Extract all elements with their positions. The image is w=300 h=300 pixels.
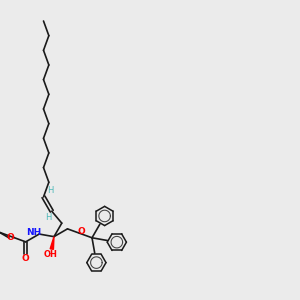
Text: H: H [47,186,53,195]
Text: O: O [22,254,30,263]
Text: O: O [6,233,14,242]
Text: O: O [78,227,85,236]
Text: NH: NH [26,228,41,237]
Polygon shape [50,237,54,249]
Text: H: H [46,213,52,222]
Text: OH: OH [44,250,57,259]
